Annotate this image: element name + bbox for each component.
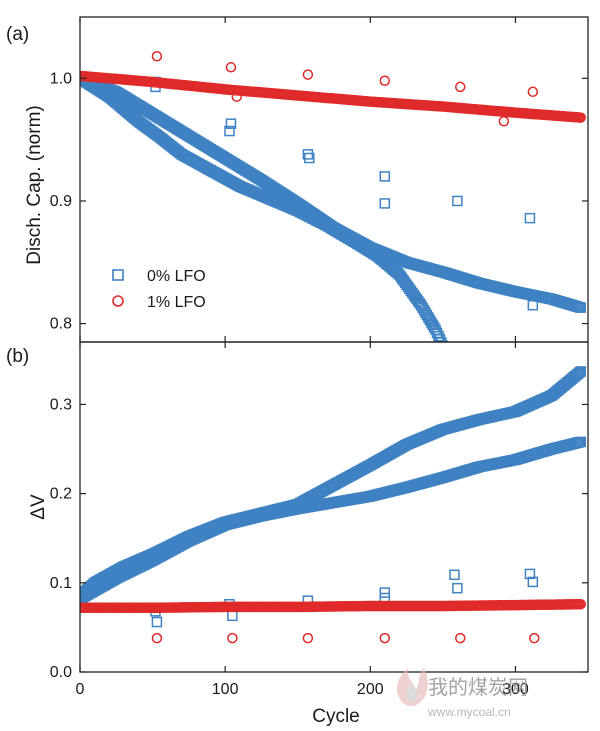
data-point (575, 436, 586, 448)
series-0pct-lfo-a (80, 73, 586, 342)
panel-a-legend: 0% LFO 1% LFO (112, 268, 206, 311)
outlier-point (151, 632, 163, 644)
panel-b: (b) ΔV 0.0 0.1 0.2 0.3 0 100 200 300 Cycle (6, 341, 589, 727)
outlier-point (379, 171, 391, 182)
outlier-point (302, 69, 314, 80)
outlier-point (231, 91, 242, 102)
data-point (436, 337, 447, 342)
y-tick-label: 0.1 (50, 575, 72, 592)
outlier-point (379, 587, 391, 598)
data-point (437, 340, 449, 342)
outlier-point (524, 568, 536, 580)
outlier-point (225, 118, 237, 129)
outlier-point (379, 632, 391, 644)
outlier-point (527, 299, 539, 311)
panel-a: (a) Disch. Cap. (norm) 0.8 0.9 1.0 0% LFO … (6, 16, 589, 343)
series-0pct-lfo-b (80, 366, 586, 628)
y-tick-label: 0.2 (50, 486, 72, 503)
panel-a-plot-area: 0.8 0.9 1.0 (50, 16, 589, 343)
outlier-point (524, 212, 536, 224)
y-tick-label: 0.8 (50, 316, 72, 333)
data-point (575, 366, 586, 377)
outlier-point (527, 576, 539, 588)
flame-logo-icon (396, 668, 428, 707)
outlier-point (302, 149, 314, 160)
x-tick-label: 100 (212, 681, 239, 698)
x-axis-title: Cycle (312, 706, 360, 727)
outlier-point (151, 616, 163, 628)
outlier-point (452, 195, 463, 207)
outlier-point (224, 125, 235, 137)
outlier-point (452, 582, 463, 594)
legend-label-0pct-lfo: 0% LFO (147, 268, 206, 285)
outlier-point (227, 632, 238, 644)
outlier-point (529, 632, 540, 644)
data-point (574, 367, 585, 378)
outlier-point (455, 81, 466, 93)
data-point (572, 368, 584, 380)
series-1pct-lfo-b (80, 598, 586, 644)
y-tick-label: 0.0 (50, 664, 72, 681)
data-point (575, 302, 586, 313)
plot-frame-b (79, 341, 589, 673)
panel-b-label: (b) (6, 346, 29, 367)
series-1pct-lfo-a (80, 51, 586, 127)
outlier-point (455, 632, 466, 644)
outlier-point (449, 569, 460, 581)
legend-label-1pct-lfo: 1% LFO (147, 294, 206, 311)
legend-marker-0pct-lfo (112, 269, 124, 281)
panel-b-plot-area: 0.0 0.1 0.2 0.3 0 100 200 300 (50, 341, 589, 698)
y-tick-label: 0.9 (50, 193, 72, 210)
x-tick-label: 0 (76, 681, 85, 698)
data-point (575, 112, 586, 123)
outlier-point (304, 152, 315, 164)
data-point (575, 598, 586, 610)
panel-a-label: (a) (6, 24, 29, 45)
outlier-point (227, 610, 238, 622)
y-tick-label: 0.3 (50, 396, 72, 413)
watermark-text: 我的煤炭网 (428, 676, 528, 699)
x-tick-label: 300 (502, 681, 529, 698)
x-tick-label: 200 (357, 681, 384, 698)
outlier-point (225, 62, 237, 73)
outlier-point (302, 632, 314, 644)
watermark: 我的煤炭网 www.mycoal.cn (396, 668, 528, 719)
outlier-point (498, 116, 510, 127)
outlier-point (151, 51, 163, 62)
panel-a-y-axis-title: Disch. Cap. (norm) (24, 105, 45, 264)
legend-marker-1pct-lfo (112, 295, 124, 307)
outlier-point (527, 86, 539, 98)
outlier-point (379, 198, 391, 209)
y-tick-label: 1.0 (50, 70, 72, 87)
outlier-point (379, 75, 391, 87)
watermark-url: www.mycoal.cn (427, 705, 511, 719)
panel-b-y-axis-title: ΔV (28, 494, 49, 520)
data-point (434, 334, 446, 342)
